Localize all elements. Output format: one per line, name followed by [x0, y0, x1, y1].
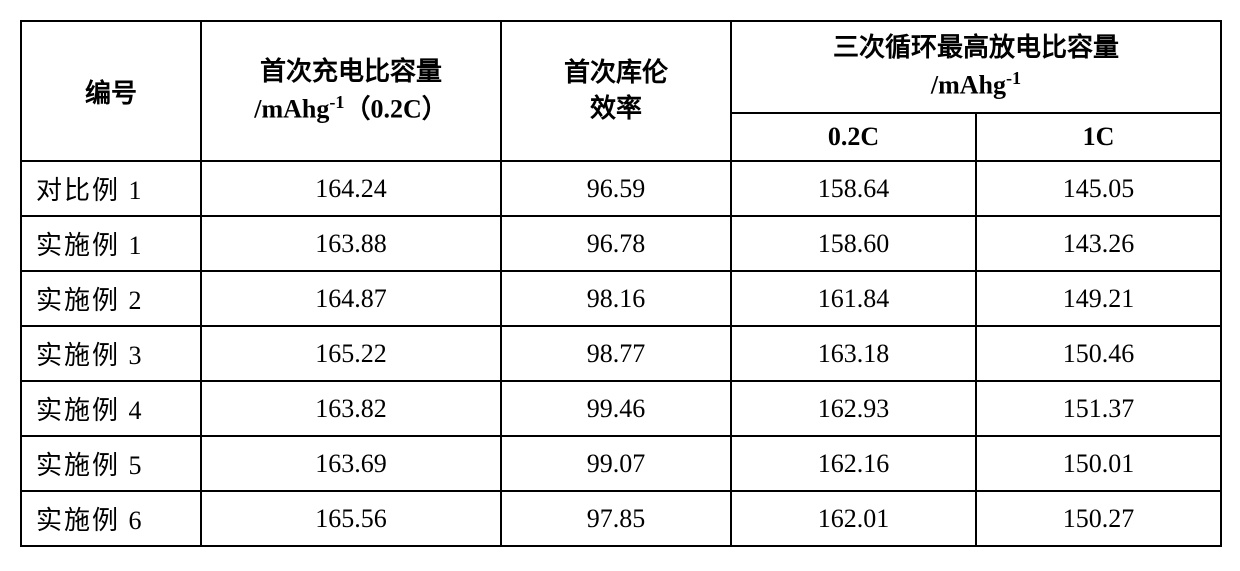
table-row: 实施例 3165.2298.77163.18150.46	[21, 326, 1221, 381]
cell-first-charge: 165.22	[201, 326, 501, 381]
cell-coulombic: 98.77	[501, 326, 731, 381]
header-sub-02c-text: 0.2C	[828, 122, 879, 151]
header-sub-1c: 1C	[976, 113, 1221, 161]
cell-02c: 161.84	[731, 271, 976, 326]
cell-1c: 151.37	[976, 381, 1221, 436]
header-coulombic: 首次库伦 效率	[501, 21, 731, 161]
cell-1c: 150.46	[976, 326, 1221, 381]
header-three-cycle-line2: /mAhg-1	[742, 66, 1210, 104]
header-first-charge-line2: /mAhg-1（0.2C）	[212, 90, 490, 128]
header-three-cycle-prefix: /mAhg	[931, 71, 1006, 100]
row-label: 实施例 4	[21, 381, 201, 436]
table-row: 实施例 4163.8299.46162.93151.37	[21, 381, 1221, 436]
cell-1c: 149.21	[976, 271, 1221, 326]
cell-first-charge: 164.24	[201, 161, 501, 216]
header-first-charge-sup: -1	[329, 92, 344, 112]
cell-02c: 162.01	[731, 491, 976, 546]
row-label: 实施例 1	[21, 216, 201, 271]
row-label: 对比例 1	[21, 161, 201, 216]
cell-1c: 150.01	[976, 436, 1221, 491]
cell-02c: 162.16	[731, 436, 976, 491]
header-three-cycle: 三次循环最高放电比容量 /mAhg-1	[731, 21, 1221, 113]
cell-02c: 158.60	[731, 216, 976, 271]
header-sub-1c-text: 1C	[1083, 122, 1115, 151]
cell-first-charge: 163.88	[201, 216, 501, 271]
header-id-text: 编号	[85, 79, 137, 108]
table-body: 对比例 1164.2496.59158.64145.05实施例 1163.889…	[21, 161, 1221, 546]
header-coulombic-line2: 效率	[512, 91, 720, 127]
row-label: 实施例 5	[21, 436, 201, 491]
cell-first-charge: 163.69	[201, 436, 501, 491]
header-row-1: 编号 首次充电比容量 /mAhg-1（0.2C） 首次库伦 效率 三次循环最高放…	[21, 21, 1221, 113]
table-row: 实施例 2164.8798.16161.84149.21	[21, 271, 1221, 326]
cell-coulombic: 98.16	[501, 271, 731, 326]
table-row: 对比例 1164.2496.59158.64145.05	[21, 161, 1221, 216]
header-first-charge-line1: 首次充电比容量	[212, 54, 490, 90]
header-three-cycle-line1: 三次循环最高放电比容量	[742, 30, 1210, 66]
cell-coulombic: 99.46	[501, 381, 731, 436]
cell-02c: 163.18	[731, 326, 976, 381]
cell-coulombic: 96.78	[501, 216, 731, 271]
header-three-cycle-sup: -1	[1006, 68, 1021, 88]
row-label: 实施例 2	[21, 271, 201, 326]
cell-first-charge: 164.87	[201, 271, 501, 326]
header-coulombic-line1: 首次库伦	[512, 55, 720, 91]
row-label: 实施例 3	[21, 326, 201, 381]
header-first-charge: 首次充电比容量 /mAhg-1（0.2C）	[201, 21, 501, 161]
cell-first-charge: 165.56	[201, 491, 501, 546]
cell-coulombic: 99.07	[501, 436, 731, 491]
cell-coulombic: 97.85	[501, 491, 731, 546]
cell-02c: 158.64	[731, 161, 976, 216]
header-first-charge-suffix: （0.2C）	[345, 95, 448, 124]
header-id: 编号	[21, 21, 201, 161]
header-first-charge-prefix: /mAhg	[254, 95, 329, 124]
cell-first-charge: 163.82	[201, 381, 501, 436]
table-row: 实施例 1163.8896.78158.60143.26	[21, 216, 1221, 271]
table-row: 实施例 6165.5697.85162.01150.27	[21, 491, 1221, 546]
cell-coulombic: 96.59	[501, 161, 731, 216]
header-sub-02c: 0.2C	[731, 113, 976, 161]
table-row: 实施例 5163.6999.07162.16150.01	[21, 436, 1221, 491]
cell-02c: 162.93	[731, 381, 976, 436]
data-table: 编号 首次充电比容量 /mAhg-1（0.2C） 首次库伦 效率 三次循环最高放…	[20, 20, 1222, 547]
cell-1c: 145.05	[976, 161, 1221, 216]
cell-1c: 150.27	[976, 491, 1221, 546]
cell-1c: 143.26	[976, 216, 1221, 271]
row-label: 实施例 6	[21, 491, 201, 546]
